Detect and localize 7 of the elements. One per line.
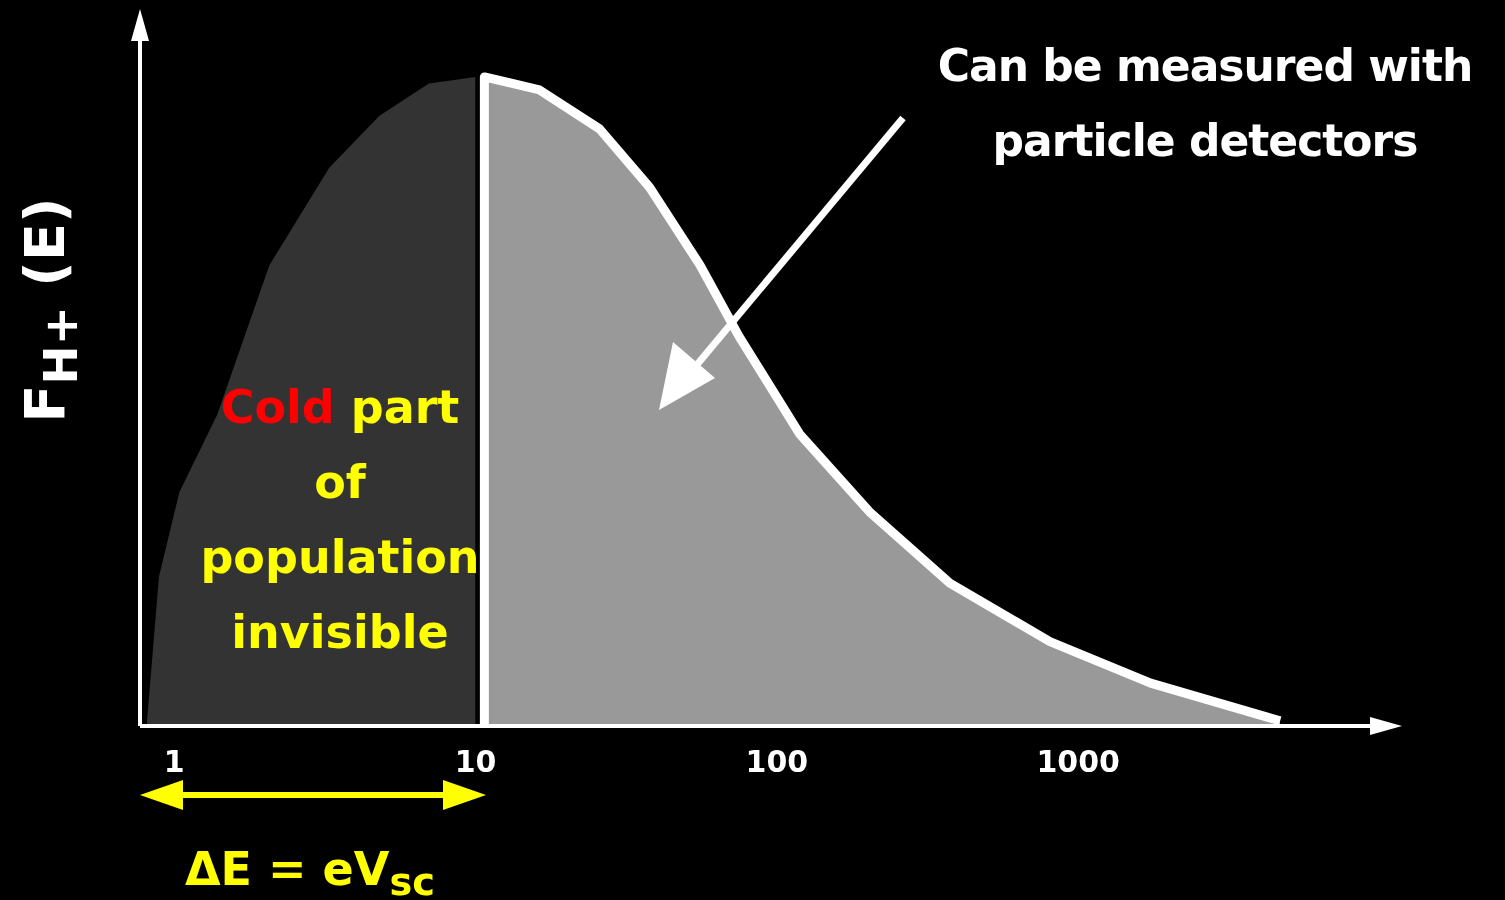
x-tick-label: 100 [745,743,809,779]
annotation: Can be measured with particle detectors [936,39,1474,168]
x-tick-label: 10 [454,743,497,779]
x-tick-label: 1 [163,743,185,779]
x-tick-label: 1000 [1036,743,1120,779]
annotation: Cold part of population invisible [200,379,480,661]
text: ΔE = eV$_{sc}$ [185,842,435,900]
